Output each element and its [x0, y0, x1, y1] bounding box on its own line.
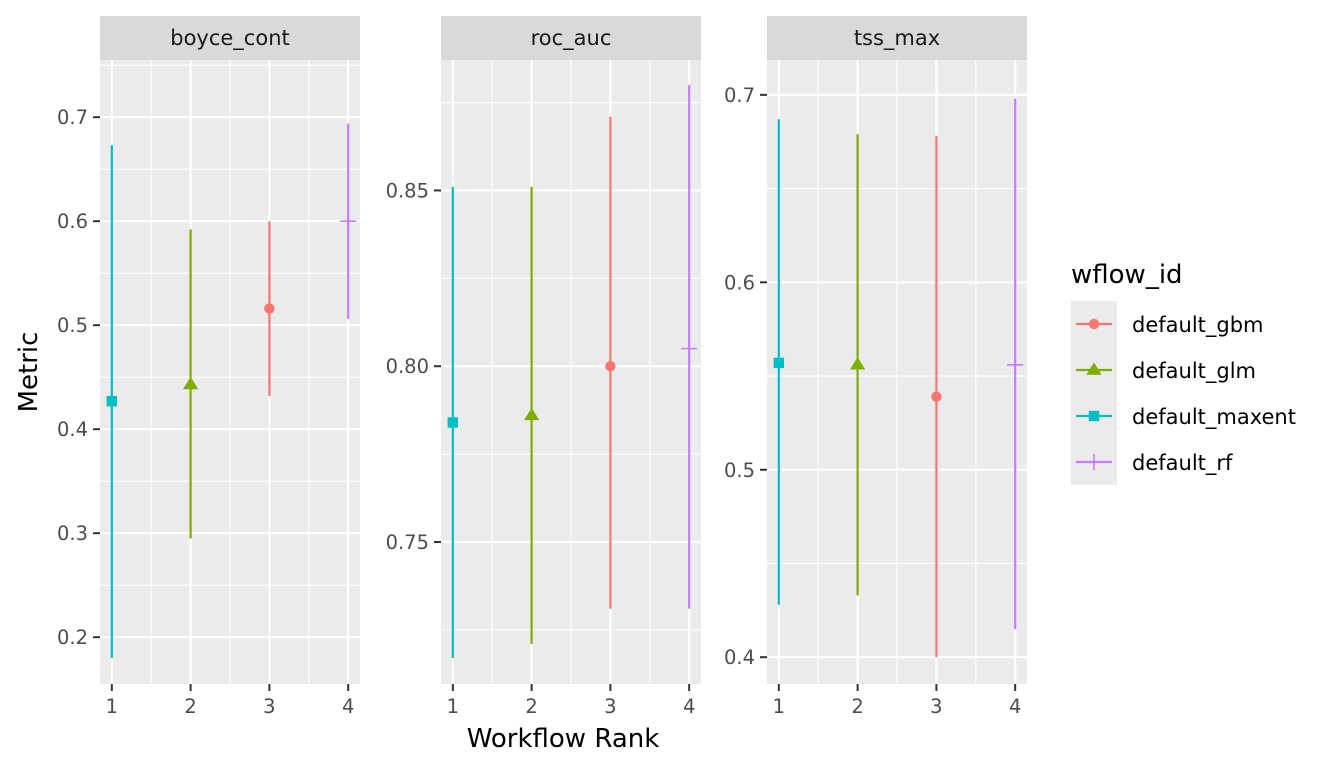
y-tick-label: 0.4 [724, 646, 755, 669]
point-default_maxent [773, 357, 785, 369]
x-tick-label: 4 [683, 695, 695, 718]
legend-label: default_gbm [1132, 313, 1264, 338]
point-default_gbm [264, 303, 275, 314]
x-tick-label: 1 [773, 695, 785, 718]
point-default_rf [681, 340, 698, 357]
y-tick-label: 0.7 [57, 106, 88, 129]
point-default_gbm [931, 391, 942, 402]
y-tick-label: 0.4 [57, 418, 88, 441]
point-default_gbm [605, 360, 616, 372]
point-default_maxent [447, 417, 459, 428]
strip-background [100, 16, 360, 60]
x-tick-label: 3 [604, 695, 616, 718]
x-tick-label: 2 [184, 695, 196, 718]
point-default_rf [340, 213, 357, 230]
legend-key-marker [1086, 454, 1102, 470]
x-tick-label: 1 [447, 695, 459, 718]
legend-key-marker [1086, 362, 1102, 375]
point-default_glm [524, 407, 540, 421]
legend-key-marker [1088, 318, 1100, 330]
legend-item-default_glm: default_glm [1071, 347, 1256, 393]
x-tick-label: 2 [525, 695, 537, 718]
x-tick-label: 3 [263, 695, 275, 718]
y-tick-label: 0.2 [57, 626, 88, 649]
legend-item-default_gbm: default_gbm [1071, 301, 1264, 347]
panel-tss_max: tss_max 0.4 0.5 0.6 0.7 1 2 3 4 [724, 16, 1027, 718]
y-axis-title: Metric [14, 332, 44, 413]
legend-label: default_glm [1132, 359, 1256, 384]
point-default_maxent [106, 395, 118, 407]
legend-label: default_maxent [1132, 405, 1296, 430]
x-tick-label: 3 [930, 695, 942, 718]
x-tick-label: 4 [1009, 695, 1021, 718]
y-tick-label: 0.5 [57, 314, 88, 337]
strip-background [441, 16, 701, 60]
legend-item-default_rf: default_rf [1071, 439, 1233, 485]
legend-title: wflow_id [1071, 260, 1183, 290]
strip-background [767, 16, 1027, 60]
point-default_glm [850, 357, 866, 370]
legend-label: default_rf [1132, 451, 1233, 476]
strip-label: roc_auc [531, 26, 612, 51]
y-tick-label: 0.3 [57, 522, 88, 545]
y-tick-label: 0.75 [386, 531, 429, 554]
legend-key-marker [1088, 410, 1100, 422]
y-tick-label: 0.80 [386, 355, 429, 378]
x-tick-label: 1 [106, 695, 118, 718]
strip-label: boyce_cont [170, 26, 290, 51]
strip-label: tss_max [854, 26, 940, 51]
y-tick-label: 0.7 [724, 84, 755, 107]
x-axis-title: Workflow Rank [467, 724, 660, 754]
y-tick-label: 0.6 [724, 271, 755, 294]
panel-boyce_cont: boyce_cont 0.2 0.3 0.4 0.5 0.6 0.7 1 2 3 4 [57, 16, 360, 718]
point-default_rf [1007, 356, 1024, 373]
y-tick-label: 0.85 [386, 179, 429, 202]
x-tick-label: 4 [342, 695, 354, 718]
y-tick-label: 0.6 [57, 210, 88, 233]
point-default_glm [183, 376, 199, 390]
legend-item-default_maxent: default_maxent [1071, 393, 1296, 439]
legend: wflow_id default_gbm default_glm default_ma… [1071, 260, 1296, 485]
panel-roc_auc: roc_auc 0.75 0.80 0.85 1 2 3 4 [386, 16, 701, 718]
x-tick-label: 2 [851, 695, 863, 718]
y-tick-label: 0.5 [724, 459, 755, 482]
